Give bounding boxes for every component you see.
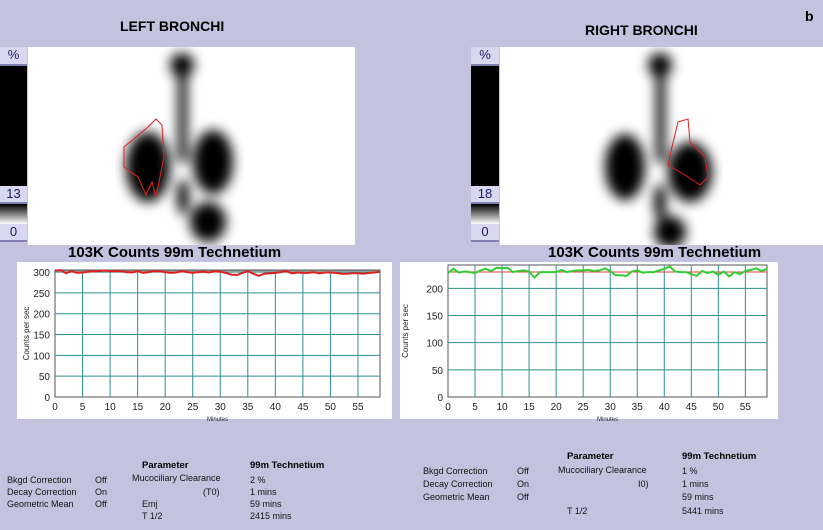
colorbar-unit: %: [471, 47, 499, 66]
colorbar-max: 18: [471, 186, 499, 204]
y-tick-label: 100: [33, 351, 50, 362]
param-label: I0): [638, 479, 649, 489]
x-tick-label: 30: [215, 402, 227, 413]
param-label: T 1/2: [142, 511, 163, 521]
colorbar-min: 0: [471, 224, 499, 242]
x-tick-label: 45: [297, 402, 309, 413]
param-label: (T0): [203, 487, 220, 497]
counts-series-line: [447, 265, 768, 279]
y-tick-label: 300: [33, 268, 50, 279]
param-header: Parameter: [142, 460, 189, 471]
x-tick-label: 25: [187, 402, 199, 413]
setting-label: Decay Correction: [7, 487, 77, 497]
plot-area: [54, 269, 381, 398]
y-tick-label: 50: [432, 366, 444, 377]
left-counts-label: 103K Counts 99m Technetium: [68, 244, 282, 261]
y-tick-label: 200: [426, 284, 443, 295]
param-value: 2415 mins: [250, 511, 292, 521]
param-header: Parameter: [567, 451, 614, 462]
colorbar-unit: %: [0, 47, 27, 66]
roi-outline: [123, 118, 165, 198]
y-tick-label: 150: [33, 331, 50, 342]
setting-value: Off: [95, 475, 107, 485]
x-tick-label: 20: [551, 402, 563, 413]
param-label: T 1/2: [567, 506, 588, 516]
y-axis-label: Counts per sec: [401, 304, 410, 358]
roi-outline: [667, 118, 709, 186]
x-tick-label: 50: [713, 402, 725, 413]
x-tick-label: 20: [160, 402, 172, 413]
x-axis-label: Minutes: [597, 417, 618, 422]
x-tick-label: 50: [325, 402, 337, 413]
right-title: RIGHT BRONCHI: [585, 22, 698, 38]
right-scintigraphy-image: [500, 47, 823, 245]
y-tick-label: 0: [437, 393, 443, 404]
y-axis-label: Counts per sec: [22, 307, 31, 361]
x-tick-label: 15: [132, 402, 144, 413]
y-tick-label: 200: [33, 310, 50, 321]
x-tick-label: 15: [524, 402, 536, 413]
figure-label: b: [805, 8, 814, 24]
x-tick-label: 10: [497, 402, 509, 413]
setting-label: Geometric Mean: [423, 492, 490, 502]
x-tick-label: 25: [578, 402, 590, 413]
x-tick-label: 5: [80, 402, 86, 413]
param-value: 1 mins: [250, 487, 277, 497]
param-value: 59 mins: [682, 492, 714, 502]
y-tick-label: 250: [33, 289, 50, 300]
setting-label: Geometric Mean: [7, 499, 74, 509]
x-tick-label: 40: [270, 402, 282, 413]
param-value: 59 mins: [250, 499, 282, 509]
x-tick-label: 35: [632, 402, 644, 413]
colorbar-min: 0: [0, 224, 27, 242]
x-tick-label: 55: [352, 402, 364, 413]
colorbar-max: 13: [0, 186, 27, 204]
param-label: Emj: [142, 499, 158, 509]
param-label: Mucociliary Clearance: [132, 473, 221, 483]
x-tick-label: 55: [740, 402, 752, 413]
left-colorbar: % 13 0: [0, 47, 27, 242]
left-clearance-chart: 0 5 10 15 20 25 30 35 40 45 50 55 0 50 100 150 200 250 300…: [17, 262, 392, 422]
y-tick-label: 0: [44, 393, 50, 404]
x-axis-label: Minutes: [207, 417, 228, 422]
value-header: 99m Technetium: [682, 451, 757, 462]
x-tick-label: 0: [445, 402, 451, 413]
y-tick-label: 150: [426, 312, 443, 323]
right-counts-label: 103K Counts 99m Technetium: [548, 244, 762, 261]
right-colorbar: % 18 0: [471, 47, 499, 242]
setting-label: Decay Correction: [423, 479, 493, 489]
x-tick-label: 35: [242, 402, 254, 413]
left-scintigraphy-image: [28, 47, 355, 245]
plot-area: [447, 264, 768, 398]
setting-value: Off: [517, 466, 529, 476]
x-tick-label: 0: [52, 402, 58, 413]
param-label: Mucociliary Clearance: [558, 465, 647, 475]
setting-value: On: [95, 487, 108, 497]
param-value: 5441 mins: [682, 506, 724, 516]
y-tick-label: 100: [426, 339, 443, 350]
y-tick-label: 50: [39, 372, 51, 383]
param-value: 1 %: [682, 466, 698, 476]
setting-value: Off: [95, 499, 107, 509]
setting-label: Bkgd Correction: [423, 466, 488, 476]
x-tick-label: 30: [605, 402, 617, 413]
setting-value: Off: [517, 492, 529, 502]
right-clearance-chart: 0 5 10 15 20 25 30 35 40 45 50 55 0 50 100 150 200 Minute…: [400, 262, 778, 422]
setting-value: On: [517, 479, 530, 489]
left-title: LEFT BRONCHI: [120, 18, 225, 34]
x-tick-label: 45: [686, 402, 698, 413]
param-value: 1 mins: [682, 479, 709, 489]
x-tick-label: 5: [472, 402, 478, 413]
value-header: 99m Technetium: [250, 460, 325, 471]
param-value: 2 %: [250, 475, 266, 485]
x-tick-label: 40: [659, 402, 671, 413]
counts-series-line: [54, 268, 381, 277]
setting-label: Bkgd Correction: [7, 475, 72, 485]
x-tick-label: 10: [105, 402, 117, 413]
